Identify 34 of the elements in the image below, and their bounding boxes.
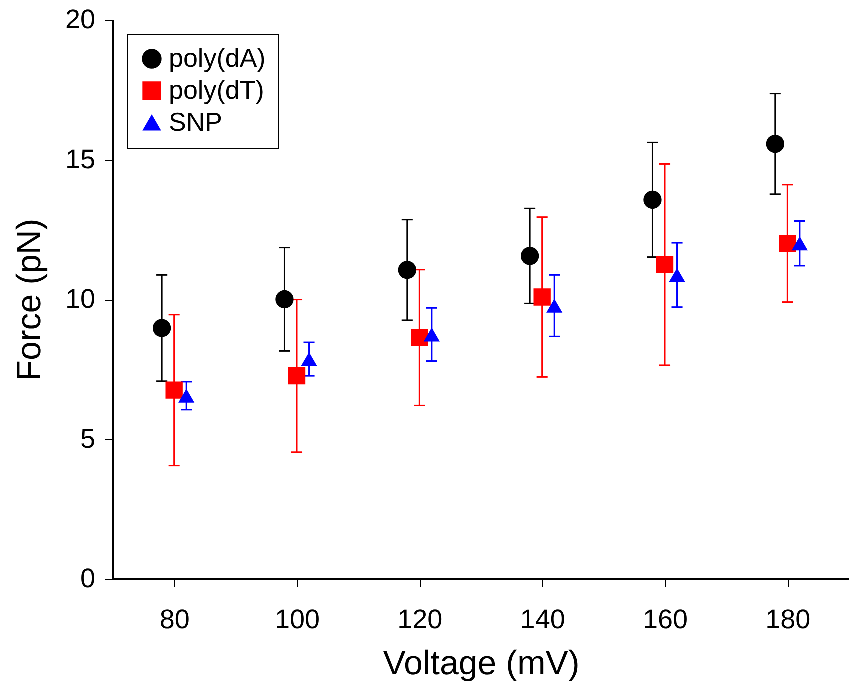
x-axis-title: Voltage (mV) (383, 644, 580, 682)
legend-label: poly(dA) (169, 43, 266, 73)
y-tick-label: 20 (65, 4, 96, 34)
point (166, 382, 183, 399)
x-tick-label: 160 (642, 604, 688, 634)
y-axis-title: Force (pN) (10, 218, 48, 382)
point (792, 236, 808, 251)
x-tick-label: 120 (398, 604, 443, 634)
y-tick-label: 15 (65, 144, 96, 174)
legend-label: SNP (169, 107, 222, 137)
point (424, 328, 440, 342)
point (411, 329, 428, 346)
point (644, 190, 662, 210)
point (766, 135, 784, 154)
point (178, 388, 195, 403)
point (301, 352, 318, 366)
point (288, 367, 306, 385)
y-tick-label: 0 (80, 564, 96, 594)
point (276, 290, 294, 309)
y-tick-label: 10 (65, 284, 96, 314)
x-tick-label: 140 (520, 604, 566, 634)
point (398, 261, 416, 280)
point (546, 298, 563, 313)
x-tick-label: 80 (160, 604, 190, 634)
point (669, 268, 686, 282)
x-tick-label: 180 (766, 604, 811, 634)
y-tick-label: 5 (80, 424, 96, 454)
legend-label: poly(dT) (169, 75, 264, 105)
point (656, 256, 674, 274)
point (779, 235, 796, 252)
point (534, 288, 551, 306)
point (520, 247, 540, 266)
point (152, 319, 172, 338)
x-tick-label: 100 (274, 604, 320, 634)
